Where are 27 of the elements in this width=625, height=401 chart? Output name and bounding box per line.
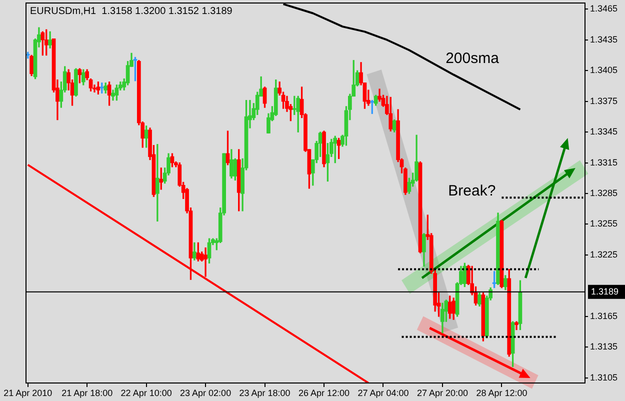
x-tick-label: 21 Apr 2010 bbox=[4, 388, 52, 398]
y-tick-label: 1.3225 bbox=[590, 249, 618, 260]
y-tick-label: 1.3375 bbox=[590, 96, 618, 106]
x-tick-label: 23 Apr 02:00 bbox=[180, 388, 232, 398]
ref-line-label: 1.3189 bbox=[591, 286, 619, 296]
x-tick-label: 26 Apr 12:00 bbox=[298, 388, 350, 398]
x-tick-label: 21 Apr 18:00 bbox=[62, 388, 113, 398]
y-tick-label: 1.3315 bbox=[590, 157, 618, 168]
series-label: Break? bbox=[448, 182, 496, 200]
candlestick bbox=[204, 247, 208, 277]
y-tick-label: 1.3165 bbox=[590, 310, 618, 321]
x-tick-label: 22 Apr 10:00 bbox=[120, 388, 172, 398]
y-tick-label: 1.3345 bbox=[590, 126, 618, 137]
candlestick bbox=[155, 144, 160, 222]
x-tick-label: 23 Apr 18:00 bbox=[239, 388, 290, 398]
y-tick-label: 1.3135 bbox=[590, 342, 618, 352]
y-tick-label: 1.3435 bbox=[590, 34, 618, 44]
y-tick-label: 1.3255 bbox=[590, 218, 618, 229]
x-tick-label: 28 Apr 12:00 bbox=[476, 388, 528, 398]
chart-title: EURUSDm,H1 1.3158 1.3200 1.3152 1.3189 bbox=[30, 6, 232, 17]
y-tick-label: 1.3465 bbox=[590, 4, 618, 14]
y-tick-label: 1.3285 bbox=[590, 188, 618, 198]
x-tick-label: 27 Apr 20:00 bbox=[416, 388, 468, 398]
y-tick-label: 1.3105 bbox=[590, 372, 618, 382]
y-tick-label: 1.3405 bbox=[590, 65, 618, 76]
x-tick-label: 27 Apr 04:00 bbox=[358, 388, 409, 398]
series-label: 200sma bbox=[446, 50, 500, 67]
